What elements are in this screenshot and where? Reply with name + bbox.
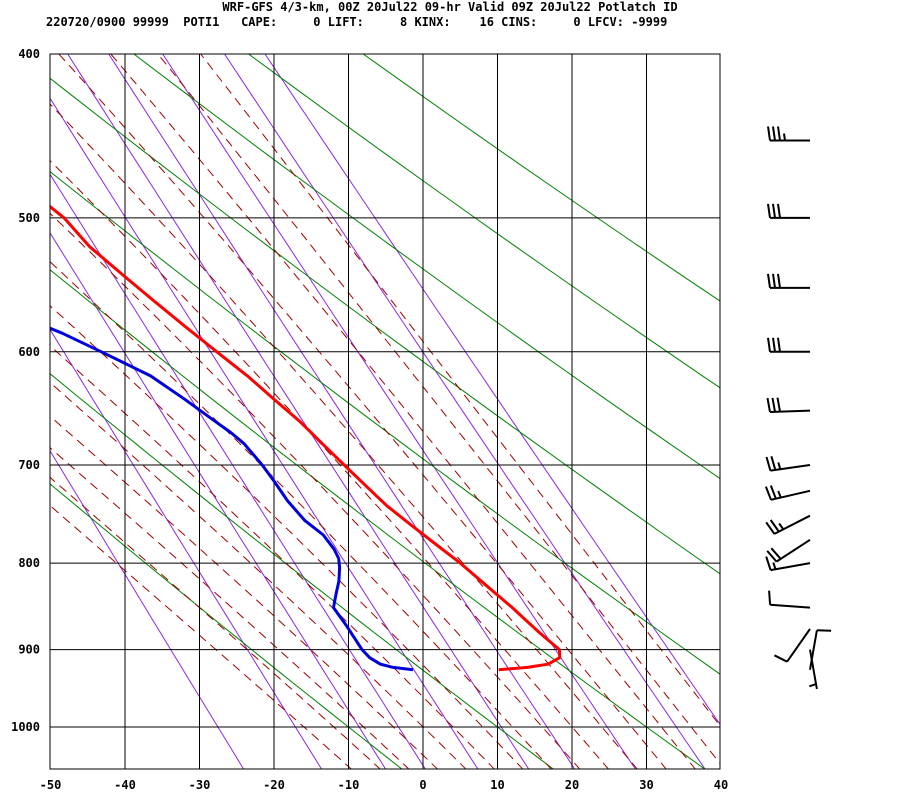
chart-title: WRF-GFS 4/3-km, 00Z 20Jul22 09-hr Valid …: [222, 0, 678, 14]
moist-adiabat-line: [50, 381, 467, 769]
y-tick-label: 800: [18, 556, 40, 570]
x-tick-labels: -50 -40 -30 -20 -10 0 10 20 30 40: [40, 778, 729, 792]
moist-adiabat-line: [50, 103, 638, 769]
wind-barbs: [764, 126, 832, 690]
moist-adiabat-line: [157, 54, 720, 765]
y-tick-label: 1000: [11, 720, 40, 734]
x-tick-label: 40: [714, 778, 728, 792]
moist-adiabat-line: [50, 261, 552, 769]
dry-adiabat-line: [247, 54, 720, 389]
y-tick-label: 500: [18, 211, 40, 225]
wind-barb: [767, 273, 811, 289]
x-tick-label: -30: [189, 778, 211, 792]
dry-adiabat-line: [50, 373, 555, 769]
x-tick-label: -20: [263, 778, 285, 792]
sounding-indices: 220720/0900 99999 POTI1 CAPE: 0 LIFT: 8 …: [46, 15, 668, 29]
wind-barb: [809, 629, 832, 670]
x-tick-label: 20: [565, 778, 579, 792]
moist-adiabat-line: [50, 345, 495, 769]
x-tick-label: -10: [338, 778, 360, 792]
wind-barb: [765, 514, 811, 535]
moist-adiabat-line: [50, 415, 439, 769]
moist-adiabat-line: [50, 212, 581, 769]
sounding-profiles: [50, 204, 562, 672]
mixing-ratio-line: [108, 54, 576, 769]
y-tick-label: 900: [18, 643, 40, 657]
moist-adiabat-line: [200, 54, 720, 727]
mixing-ratio-line: [264, 54, 720, 726]
wind-barb: [765, 456, 811, 472]
x-tick-label: 30: [639, 778, 653, 792]
x-tick-label: 0: [419, 778, 426, 792]
moist-adiabat-line: [58, 54, 667, 769]
mixing-ratio-line: [162, 54, 636, 769]
dry-adiabat-line: [50, 170, 720, 675]
temperature-profile: [50, 204, 562, 672]
y-tick-labels: 400 500 600 700 800 900 1000: [11, 47, 40, 734]
wind-barb: [767, 337, 811, 353]
wind-barb: [764, 485, 811, 501]
mixing-ratio-line: [50, 449, 245, 769]
plot-frame: [49, 53, 721, 770]
wind-barb: [773, 628, 811, 663]
x-tick-label: 10: [490, 778, 504, 792]
mixing-ratio-line: [50, 97, 479, 769]
wind-barb: [809, 649, 818, 690]
dry-adiabat-line: [50, 77, 720, 575]
moist-adiabat-line: [110, 54, 696, 769]
dry-adiabat-line: [133, 54, 720, 480]
wind-barb: [768, 590, 811, 609]
wind-barb: [767, 203, 811, 219]
wind-barb: [766, 538, 811, 563]
y-tick-label: 400: [18, 47, 40, 61]
background-grid-lines: [50, 54, 720, 769]
moist-adiabat-line: [50, 160, 610, 769]
mixing-ratio-line: [50, 231, 387, 769]
moist-adiabat-line: [50, 504, 352, 769]
mixing-ratio-line: [223, 54, 706, 769]
wind-barb: [766, 397, 811, 413]
dry-adiabat-line: [50, 483, 403, 769]
moist-adiabat-line: [50, 305, 524, 769]
moist-adiabat-line: [50, 476, 381, 769]
mixing-ratio-line: [50, 328, 323, 769]
dry-adiabat-line: [50, 269, 706, 769]
mixing-ratio-line: [50, 173, 426, 769]
y-tick-label: 600: [18, 345, 40, 359]
x-tick-label: -40: [114, 778, 136, 792]
wind-barb: [765, 556, 811, 572]
y-tick-label: 700: [18, 458, 40, 472]
dry-adiabat-line: [362, 54, 720, 302]
wind-barb: [767, 126, 811, 142]
x-tick-label: -50: [40, 778, 62, 792]
moist-adiabat-line: [50, 447, 410, 769]
isotherm-isobar-grid: [50, 53, 720, 769]
dewpoint-profile: [50, 326, 414, 672]
